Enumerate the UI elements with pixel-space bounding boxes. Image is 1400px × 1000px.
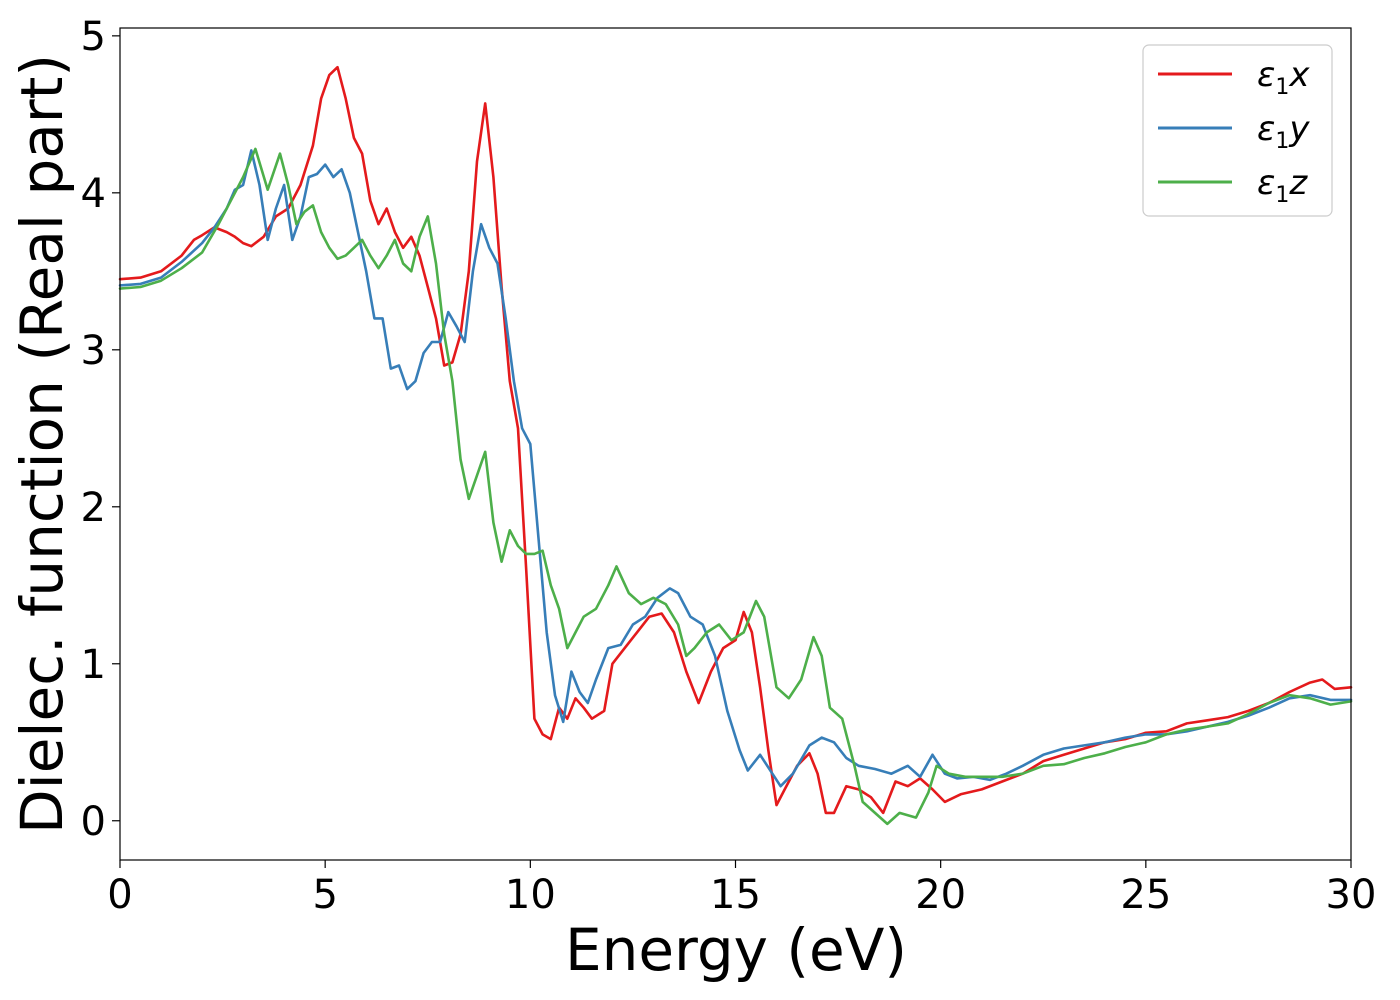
x-axis: 0 5 10 15 20 25 30: [107, 860, 1376, 918]
legend-label-sub: 1: [1275, 129, 1289, 154]
y-tick-label: 5: [81, 14, 106, 60]
legend-label-z: ε1z: [1257, 163, 1308, 208]
legend-label-y: ε1y: [1257, 109, 1310, 154]
legend-box: [1142, 44, 1333, 217]
x-axis-label: Energy (eV): [565, 916, 907, 984]
x-tick-label: 30: [1326, 872, 1377, 918]
y-tick-label: 4: [81, 171, 106, 217]
x-tick-label: 10: [505, 872, 556, 918]
legend-label-x: ε1x: [1257, 55, 1310, 100]
y-axis-label: Dielec. function (Real part): [8, 54, 76, 834]
x-tick-label: 5: [312, 872, 337, 918]
y-tick-label: 3: [81, 328, 106, 374]
x-tick-label: 15: [710, 872, 761, 918]
x-tick-label: 25: [1120, 872, 1171, 918]
legend-label-main: ε: [1257, 55, 1275, 95]
series-line-z: [118, 147, 1353, 826]
series-layer: [118, 65, 1353, 826]
legend-label-var: y: [1288, 109, 1310, 149]
y-tick-label: 2: [81, 485, 106, 531]
x-tick-label: 20: [915, 872, 966, 918]
legend-label-var: x: [1288, 55, 1310, 95]
legend-label-sub: 1: [1275, 183, 1289, 208]
y-tick-label: 0: [81, 799, 106, 845]
legend-label-main: ε: [1257, 109, 1275, 149]
y-axis: 0 1 2 3 4 5: [81, 14, 120, 845]
series-line-y: [118, 149, 1353, 788]
legend-label-main: ε: [1257, 163, 1275, 203]
x-tick-label: 0: [107, 872, 132, 918]
legend-label-var: z: [1288, 163, 1308, 203]
y-tick-label: 1: [81, 642, 106, 688]
legend-label-sub: 1: [1275, 75, 1289, 100]
